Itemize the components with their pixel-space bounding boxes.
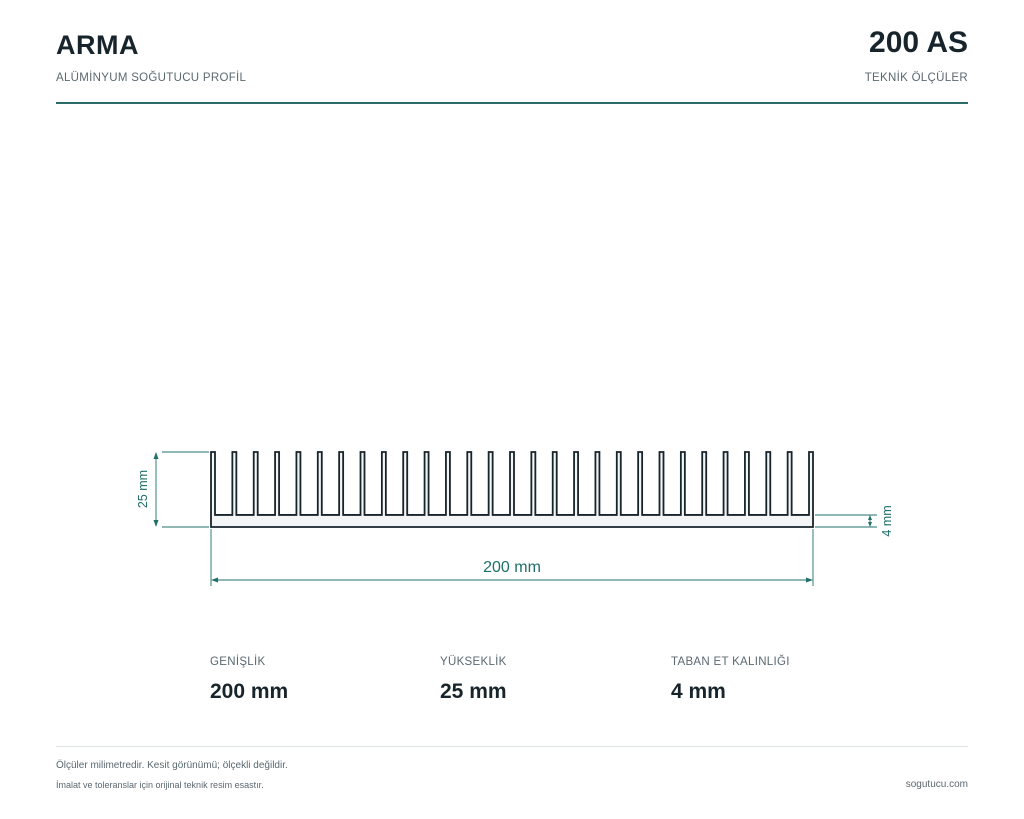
height-dimension-label: 25 mm: [136, 470, 150, 508]
base-thickness-label: 4 mm: [880, 505, 894, 536]
product-code: 200 AS: [869, 26, 968, 59]
brand-subtitle: ALÜMİNYUM SOĞUTUCU PROFİL: [56, 72, 247, 84]
footer-website-link[interactable]: sogutucu.com: [905, 779, 968, 790]
spec-width-label: GENİŞLİK: [210, 656, 266, 668]
spec-base-thickness-value: 4 mm: [671, 680, 726, 703]
width-dimension: [210, 529, 814, 586]
width-dimension-label: 200 mm: [483, 559, 541, 576]
spec-height: YÜKSEKLİK 25 mm: [440, 656, 507, 704]
header-divider: [56, 102, 968, 104]
base-thickness-dimension: [815, 514, 877, 528]
height-dimension: [153, 451, 209, 528]
product-code-subtitle: TEKNİK ÖLÇÜLER: [864, 72, 968, 84]
spec-base-thickness: TABAN ET KALINLIĞI 4 mm: [671, 656, 790, 704]
spec-height-label: YÜKSEKLİK: [440, 656, 507, 668]
spec-width: GENİŞLİK 200 mm: [210, 656, 288, 704]
brand-name: ARMA: [56, 30, 139, 60]
spec-height-value: 25 mm: [440, 680, 507, 703]
footer-divider: [56, 746, 968, 747]
spec-base-thickness-label: TABAN ET KALINLIĞI: [671, 656, 790, 668]
heatsink-profile-outline: [210, 451, 814, 528]
footer-note-units: Ölçüler milimetredir. Kesit görünümü; öl…: [56, 760, 288, 771]
footer-note-tolerance: İmalat ve toleranslar için orijinal tekn…: [56, 780, 264, 790]
spec-width-value: 200 mm: [210, 680, 289, 703]
